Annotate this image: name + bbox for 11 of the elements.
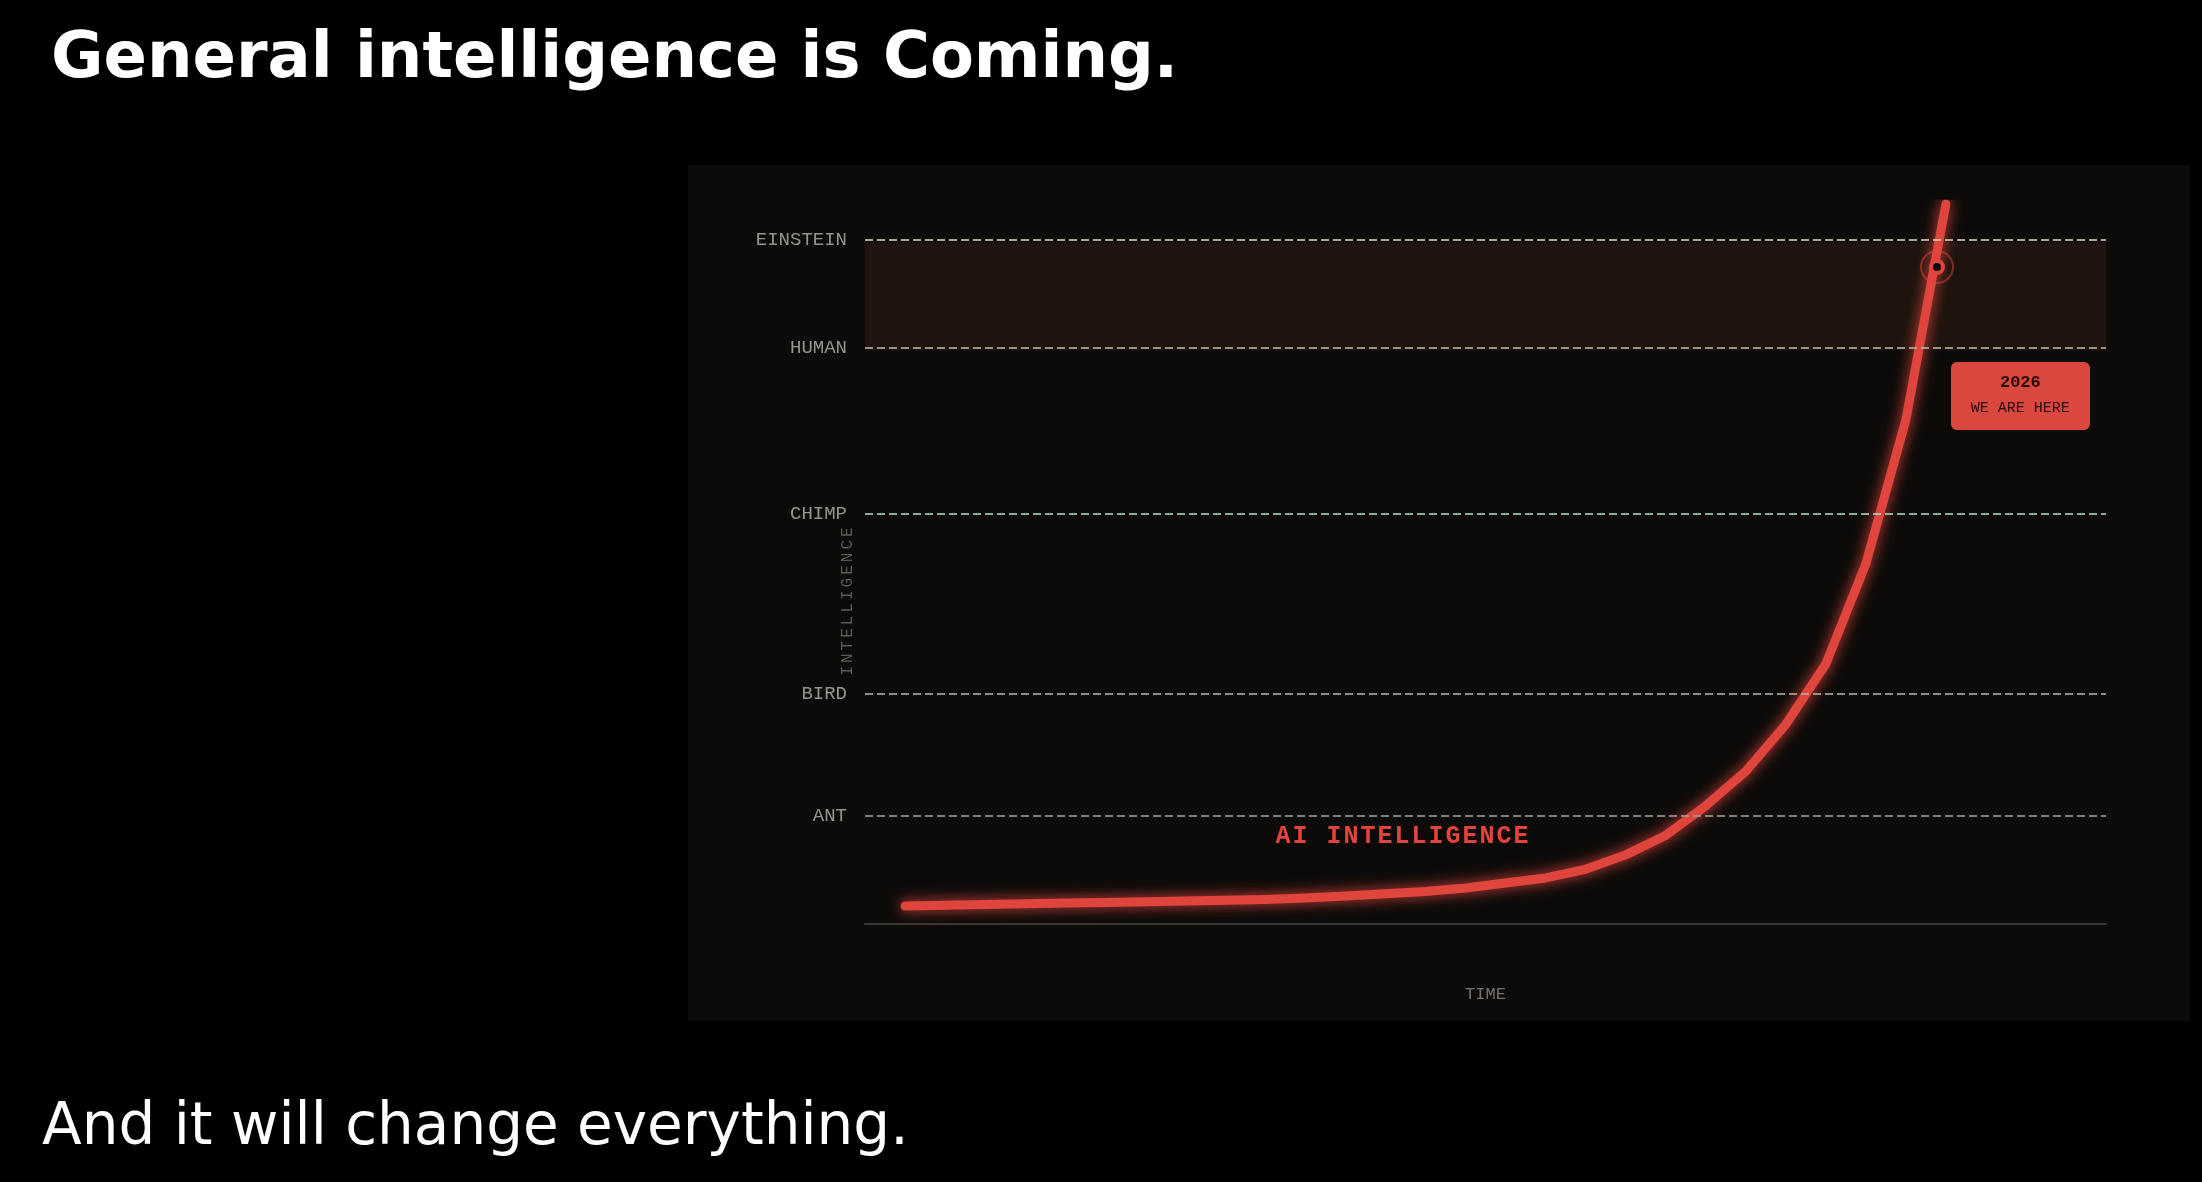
ref-line-label: CHIMP (789, 502, 847, 525)
series-label: AI INTELLIGENCE (1275, 821, 1531, 851)
ref-line-label: EINSTEIN (755, 229, 847, 251)
chart-title: General intelligence is Coming. (51, 18, 1179, 92)
ref-line-label: ANT (812, 805, 847, 827)
ref-line-label: HUMAN (789, 337, 847, 359)
annotation: 2026 WE ARE HERE (1970, 372, 2070, 420)
x-axis-title: TIME (1465, 985, 1506, 1004)
y-axis-title: INTELLIGENCE (839, 524, 857, 676)
ref-line-label: BIRD (801, 682, 847, 705)
text: And it will change everything. (42, 1090, 909, 1158)
